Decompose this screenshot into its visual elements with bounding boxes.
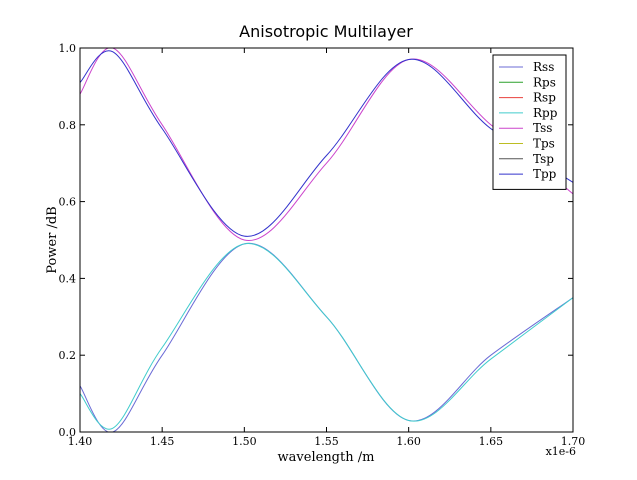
x-offset-label: x1e-6: [546, 445, 576, 458]
legend-label-tps: Tps: [533, 137, 555, 151]
y-tick-label: 0.0: [59, 426, 77, 439]
x-tick-label: 1.55: [314, 435, 339, 448]
y-tick-label: 1.0: [59, 42, 77, 55]
legend-box: [492, 54, 567, 190]
x-tick-label: 1.60: [396, 435, 421, 448]
legend-label-rss: Rss: [533, 60, 554, 74]
legend-label-rps: Rps: [533, 75, 556, 89]
y-tick-label: 0.8: [59, 119, 77, 132]
y-tick-label: 0.4: [59, 272, 77, 285]
legend-label-tss: Tss: [533, 121, 552, 135]
series-line-rpp: [80, 243, 573, 430]
legend-label-tsp: Tsp: [533, 152, 554, 166]
y-axis-label: Power /dB: [45, 206, 60, 273]
chart-title: Anisotropic Multilayer: [239, 22, 413, 41]
x-axis-label: wavelength /m: [278, 450, 375, 465]
axis-ticks: 1.40 1.45 1.50 1.55 1.60 1.65 1.70 0.0 0.2 0.4 0.6…: [59, 42, 586, 448]
series-line-tss: [80, 48, 573, 241]
series-line-tpp: [80, 50, 573, 237]
x-tick-label: 1.70: [561, 435, 586, 448]
y-tick-label: 0.2: [59, 349, 77, 362]
x-tick-label: 1.65: [479, 435, 504, 448]
legend-label-rpp: Rpp: [533, 106, 558, 120]
legend-label-tpp: Tpp: [533, 167, 557, 181]
x-tick-label: 1.40: [68, 435, 93, 448]
x-tick-label: 1.45: [150, 435, 175, 448]
x-tick-label: 1.50: [232, 435, 257, 448]
y-tick-label: 0.6: [59, 196, 77, 209]
legend-label-rsp: Rsp: [533, 91, 556, 105]
